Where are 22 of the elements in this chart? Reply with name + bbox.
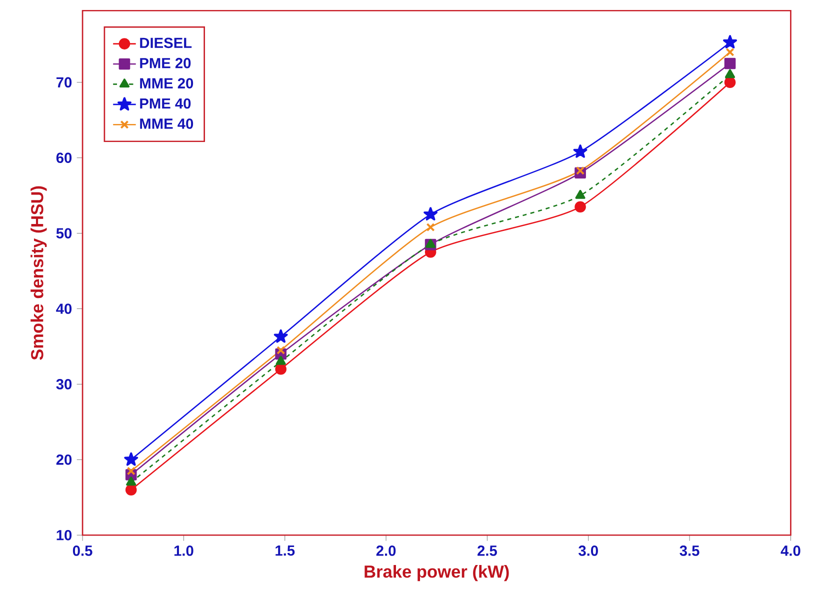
x-tick-label: 3.0 xyxy=(578,545,598,556)
y-tick-label: 60 xyxy=(56,152,72,163)
x-tick-label: 1.5 xyxy=(276,545,295,556)
x-tick-label: 2.0 xyxy=(376,545,396,556)
y-tick-label: 10 xyxy=(56,530,72,540)
y-tick-label: 50 xyxy=(56,228,72,238)
x-axis-title: Brake power (kW) xyxy=(364,564,509,581)
y-axis-title: Smoke density (HSU) xyxy=(30,186,47,360)
x-tick-label: 2.5 xyxy=(478,545,497,556)
y-tick-label: 30 xyxy=(56,378,72,390)
x-tick-label: 0.5 xyxy=(72,545,92,556)
y-tick-label: 40 xyxy=(56,303,72,314)
legend-label: PME 40 xyxy=(140,98,191,109)
legend-label: DIESEL xyxy=(140,38,192,48)
legend-label: MME 40 xyxy=(140,118,194,129)
x-tick-label: 3.5 xyxy=(680,545,700,556)
legend-label: MME 20 xyxy=(140,78,194,88)
legend-label: PME 20 xyxy=(140,58,191,68)
y-tick-label: 70 xyxy=(56,76,72,88)
x-tick-label: 4.0 xyxy=(780,545,800,556)
y-tick-label: 20 xyxy=(56,454,72,465)
x-tick-label: 1.0 xyxy=(174,545,194,556)
